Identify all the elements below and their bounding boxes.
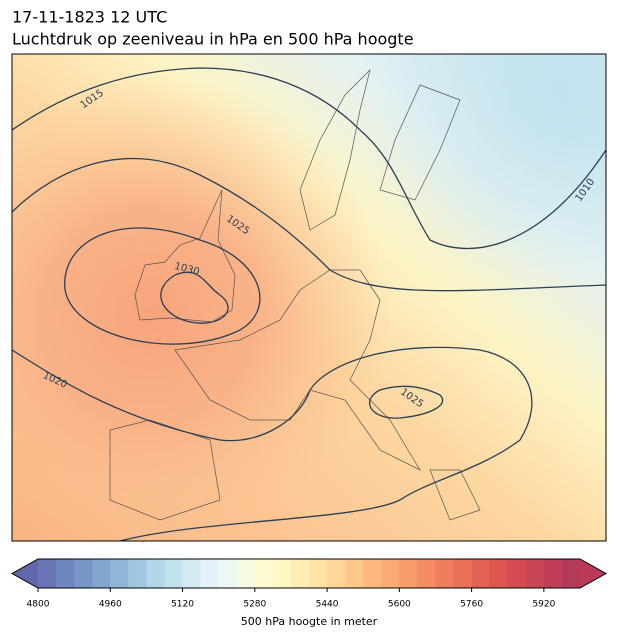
colorbar-bin [38,559,57,588]
colorbar-bin [489,559,509,588]
colorbar-bin [435,559,455,588]
colorbar-bin [507,559,527,588]
colorbar-bin [56,559,75,588]
colorbar-bin [164,559,184,588]
colorbar-bin [272,559,292,588]
colorbar-bin [543,559,563,588]
colorbar-bin [200,559,220,588]
colorbar-bin [327,559,346,588]
colorbar-bin [417,559,436,588]
colorbar-bin [218,559,238,588]
colorbar-bin [381,559,400,588]
colorbar: 4800 4960 5120 5280 5440 5600 5760 5920 [10,558,608,610]
colorbar-bin [146,559,165,588]
colorbar-bin [128,559,147,588]
colorbar-bin [182,559,202,588]
colorbar-tick-label: 4960 [99,600,122,610]
colorbar-tick-label: 5760 [460,600,483,610]
low-area [12,54,606,541]
colorbar-tick-label: 5600 [388,600,411,610]
colorbar-bin [525,559,545,588]
colorbar-bin [471,559,491,588]
isobar [12,67,606,250]
colorbar-bin [309,559,328,588]
colorbar-bin [290,559,310,588]
colorbar-label: 500 hPa hoogte in meter [241,615,378,628]
colorbar-bin [236,559,256,588]
colorbar-tick-label: 5280 [243,600,266,610]
isobar [12,157,606,292]
date-title: 17-11-1823 12 UTC [12,8,167,27]
colorbar-over [580,559,606,588]
isobar [64,227,261,345]
colorbar-bin [399,559,418,588]
colorbar-tick-label: 5120 [171,600,194,610]
colorbar-bin [254,559,274,588]
isobar [12,346,533,541]
isobar [160,271,229,324]
colorbar-tick-label: 5440 [316,600,339,610]
colorbar-bin [363,559,382,588]
isobar [368,385,444,419]
colorbar-bin [453,559,473,588]
colorbar-bin [345,559,364,588]
colorbar-tick-label: 4800 [27,600,50,610]
colorbar-bin [110,559,129,588]
colorbar-tick-label: 5920 [532,600,555,610]
map-title: Luchtdruk op zeeniveau in hPa en 500 hPa… [12,30,414,49]
colorbar-bin [74,559,93,588]
map: 1015 1010 1025 1030 1020 1025 [12,54,606,541]
colorbar-bin [561,559,581,588]
colorbar-bin [92,559,111,588]
colorbar-under [12,559,38,588]
map-frame [11,53,607,542]
